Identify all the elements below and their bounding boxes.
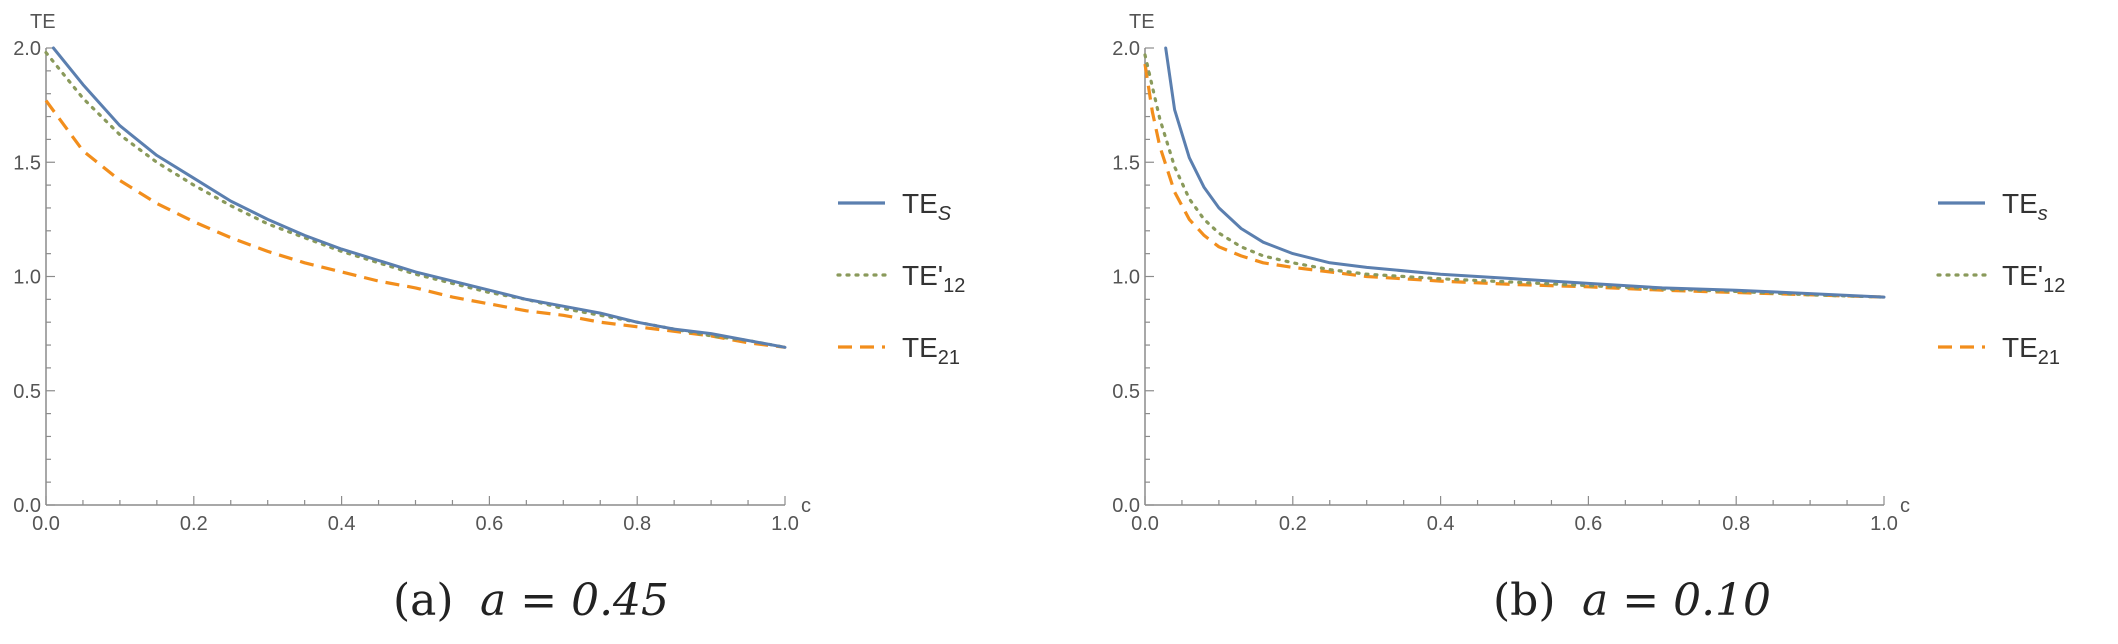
panel-a: 0.0 0.2 0.4 0.6 0.8 1.00.00.51.01.52.0TEcTEST… (13, 11, 965, 535)
legend-label-main: TE' (902, 260, 943, 291)
x-tick-label: 0.6 (1574, 513, 1602, 535)
x-tick-label: 0.0 (1131, 513, 1159, 535)
caption-a-label: (a) (393, 575, 454, 626)
legend-label-main: TE (2002, 188, 2038, 219)
y-tick-label: 1.0 (13, 267, 41, 289)
series-line-1 (44, 50, 787, 349)
y-tick-label: 1.5 (13, 152, 41, 174)
x-tick-label: 0.8 (1722, 513, 1750, 535)
x-tick-label: 0.2 (180, 513, 208, 535)
series-line-2 (1143, 63, 1885, 299)
legend-label-subscript: S (938, 203, 952, 225)
legend-label-main: TE' (2002, 260, 2043, 291)
legend-label: TE21 (2002, 332, 2060, 369)
y-tick-label: 0.0 (13, 495, 41, 517)
x-tick-label: 1.0 (771, 513, 799, 535)
x-axis-label: c (1900, 495, 1910, 517)
x-tick-label: 0.2 (1279, 513, 1307, 535)
y-tick-label: 0.5 (13, 381, 41, 403)
x-tick-label: 1.0 (1870, 513, 1898, 535)
legend-item: TEs (1938, 188, 2048, 225)
legend-label: TE21 (902, 332, 960, 369)
legend-label-subscript: 12 (2043, 275, 2065, 297)
y-tick-label: 2.0 (13, 38, 41, 60)
x-tick-label: 0.6 (475, 513, 503, 535)
legend-label-main: TE (902, 332, 938, 363)
y-axis-label: TE (1129, 11, 1155, 33)
panel-b: 0.0 0.2 0.4 0.6 0.8 1.00.00.51.01.52.0TEcTEsT… (1112, 11, 2065, 535)
y-tick-label: 1.0 (1112, 267, 1140, 289)
x-tick-label: 0.0 (32, 513, 60, 535)
legend-label: TES (902, 188, 952, 225)
y-axis-label: TE (30, 11, 56, 33)
y-tick-label: 1.5 (1112, 152, 1140, 174)
legend-item: TE21 (838, 332, 960, 369)
y-tick-label: 2.0 (1112, 38, 1140, 60)
x-tick-label: 0.4 (1427, 513, 1455, 535)
caption-b-equation: a = 0.10 (1582, 575, 1771, 626)
legend-label-subscript: 21 (938, 347, 960, 369)
legend-label: TE'12 (2002, 260, 2065, 297)
series-line-0 (1164, 46, 1886, 299)
x-axis-label: c (801, 495, 811, 517)
legend-item: TES (838, 188, 952, 225)
x-tick-label: 0.8 (623, 513, 651, 535)
legend-label-subscript: 12 (943, 275, 965, 297)
series-line-2 (44, 99, 786, 349)
y-tick-label: 0.0 (1112, 495, 1140, 517)
series-line-0 (51, 46, 787, 349)
x-tick-label: 0.4 (328, 513, 356, 535)
y-tick-label: 0.5 (1112, 381, 1140, 403)
legend-item: TE21 (1938, 332, 2060, 369)
caption-b-label: (b) (1493, 575, 1556, 626)
legend-label-subscript: 21 (2038, 347, 2060, 369)
legend-item: TE'12 (1936, 260, 2065, 297)
legend-label-main: TE (902, 188, 938, 219)
legend-label: TE'12 (902, 260, 965, 297)
legend-item: TE'12 (836, 260, 965, 297)
legend-label-main: TE (2002, 332, 2038, 363)
legend-label: TEs (2002, 188, 2048, 225)
legend-label-subscript: s (2038, 203, 2048, 225)
caption-a-equation: a = 0.45 (480, 575, 669, 626)
